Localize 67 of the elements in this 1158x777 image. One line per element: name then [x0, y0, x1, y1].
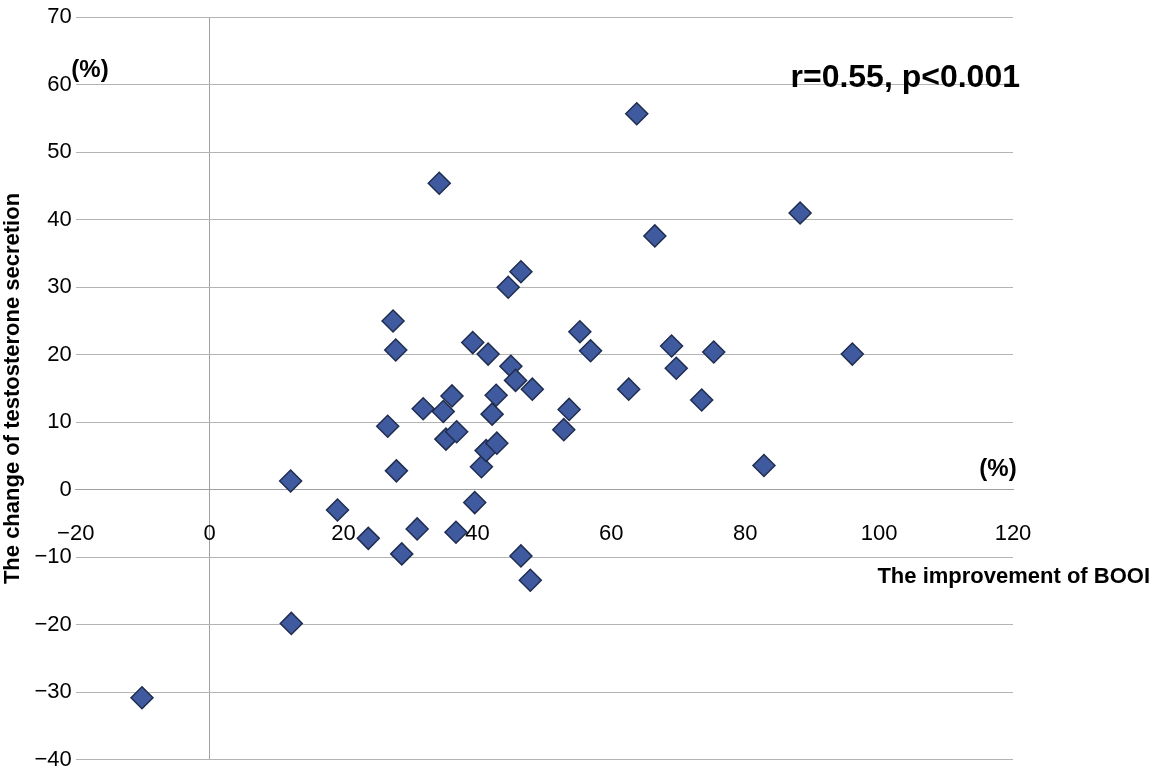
y-tick-label: 10 [47, 408, 72, 434]
point [752, 453, 776, 478]
point [440, 384, 464, 408]
point [325, 498, 350, 522]
point [496, 275, 520, 299]
annotation: (%) [71, 54, 109, 82]
x-tick-label: 120 [994, 519, 1032, 545]
x-tick-label: 60 [599, 519, 624, 545]
y-tick-label: 0 [59, 475, 72, 501]
x-tick-label: 0 [203, 519, 216, 545]
y-tick-label: 40 [47, 205, 72, 231]
point [518, 568, 543, 592]
point [552, 417, 576, 442]
point [509, 544, 533, 568]
point [664, 356, 688, 380]
point [616, 377, 641, 401]
point [278, 469, 303, 493]
point [381, 309, 405, 333]
point [484, 383, 508, 407]
point [509, 259, 533, 284]
point [659, 334, 684, 358]
point [520, 377, 545, 401]
point [625, 101, 649, 126]
y-tick-label: −20 [34, 610, 72, 636]
annotation: r=0.55, p<0.001 [790, 57, 1020, 94]
point [411, 397, 435, 421]
point [476, 342, 500, 366]
point [485, 431, 509, 455]
y-tick-label: −40 [34, 745, 72, 771]
point [427, 171, 451, 196]
point [356, 526, 381, 551]
point [279, 611, 304, 636]
point [643, 224, 667, 248]
point [469, 455, 494, 479]
point [431, 399, 456, 424]
y-tick-label: −10 [34, 543, 72, 569]
point [568, 320, 592, 344]
point [701, 340, 726, 364]
y-tick-label: 30 [47, 273, 72, 299]
point [390, 542, 414, 566]
point [480, 402, 504, 426]
point [503, 368, 528, 393]
y-tick-label: 50 [47, 138, 72, 164]
x-tick-label: 40 [465, 519, 490, 545]
point [444, 419, 469, 444]
x-tick-label: 20 [331, 519, 356, 545]
y-tick-label: −30 [34, 678, 72, 704]
x-tick-label: 100 [860, 519, 898, 545]
x-tick-label: 80 [732, 519, 758, 545]
point [383, 338, 408, 362]
annotation: (%) [979, 454, 1017, 482]
x-axis-title: The improvement of BOOI [877, 562, 1150, 588]
y-tick-label: 60 [47, 70, 72, 96]
point [689, 388, 714, 412]
point [578, 338, 603, 363]
point [405, 517, 429, 541]
point [130, 685, 154, 710]
y-axis-title: The change of testosterone secretion [0, 192, 25, 585]
point [375, 414, 400, 439]
point [462, 490, 487, 515]
point [460, 330, 485, 355]
point [788, 201, 812, 225]
point [840, 342, 865, 366]
point [557, 397, 581, 422]
point [384, 459, 409, 483]
y-tick-label: 70 [47, 3, 72, 29]
y-tick-label: 20 [47, 340, 72, 366]
